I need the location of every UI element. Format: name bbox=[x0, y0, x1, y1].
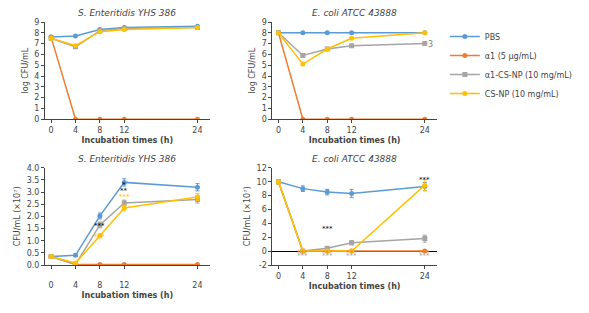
svg-text:1.5: 1.5 bbox=[27, 224, 40, 233]
svg-text:6: 6 bbox=[262, 50, 267, 59]
svg-text:0: 0 bbox=[262, 247, 267, 256]
svg-text:S. Enteritidis YHS 386: S. Enteritidis YHS 386 bbox=[78, 8, 176, 18]
svg-text:E. coli ATCC 43888: E. coli ATCC 43888 bbox=[312, 154, 397, 164]
svg-text:*: * bbox=[122, 181, 126, 189]
svg-text:E. coli ATCC 43888: E. coli ATCC 43888 bbox=[312, 8, 397, 18]
svg-text:-2: -2 bbox=[259, 261, 267, 270]
svg-text:2: 2 bbox=[34, 93, 39, 102]
svg-text:3: 3 bbox=[428, 40, 433, 49]
svg-text:3.5: 3.5 bbox=[27, 176, 40, 185]
svg-text:CFU/mL (×10⁷): CFU/mL (×10⁷) bbox=[243, 186, 252, 246]
svg-text:***: *** bbox=[322, 225, 333, 233]
svg-text:***: *** bbox=[419, 252, 430, 260]
svg-text:24: 24 bbox=[420, 272, 430, 281]
svg-text:8: 8 bbox=[97, 126, 102, 135]
svg-text:8: 8 bbox=[262, 29, 267, 38]
svg-text:***: *** bbox=[322, 252, 333, 260]
svg-text:2: 2 bbox=[262, 233, 267, 242]
svg-text:log CFU/mL: log CFU/mL bbox=[21, 47, 30, 93]
svg-text:6: 6 bbox=[262, 205, 267, 214]
svg-text:α1 (5 μg/mL): α1 (5 μg/mL) bbox=[485, 52, 537, 61]
svg-text:4: 4 bbox=[262, 219, 267, 228]
svg-text:7: 7 bbox=[262, 39, 267, 48]
svg-text:8: 8 bbox=[325, 272, 330, 281]
svg-text:4: 4 bbox=[300, 272, 305, 281]
svg-text:8: 8 bbox=[34, 29, 39, 38]
svg-text:5: 5 bbox=[34, 61, 39, 70]
svg-text:4.0: 4.0 bbox=[27, 164, 40, 173]
svg-text:3.0: 3.0 bbox=[27, 188, 40, 197]
svg-text:2: 2 bbox=[262, 93, 267, 102]
svg-text:9: 9 bbox=[262, 18, 267, 27]
svg-text:4: 4 bbox=[300, 126, 305, 135]
svg-text:1.0: 1.0 bbox=[27, 237, 40, 246]
svg-text:4: 4 bbox=[262, 72, 267, 81]
svg-text:1: 1 bbox=[262, 104, 267, 113]
svg-text:0.0: 0.0 bbox=[27, 261, 40, 270]
svg-text:4: 4 bbox=[73, 281, 78, 290]
svg-text:24: 24 bbox=[192, 126, 202, 135]
svg-text:12: 12 bbox=[347, 126, 357, 135]
svg-text:6: 6 bbox=[34, 50, 39, 59]
svg-text:***: *** bbox=[94, 233, 105, 241]
svg-text:α1-CS-NP (10 mg/mL): α1-CS-NP (10 mg/mL) bbox=[485, 71, 572, 80]
svg-text:Incubation times (h): Incubation times (h) bbox=[81, 136, 173, 145]
svg-text:12: 12 bbox=[347, 272, 357, 281]
svg-text:Incubation times (h): Incubation times (h) bbox=[309, 136, 401, 145]
svg-text:***: *** bbox=[322, 249, 333, 257]
svg-text:4: 4 bbox=[73, 126, 78, 135]
svg-text:8: 8 bbox=[97, 281, 102, 290]
svg-text:12: 12 bbox=[119, 281, 129, 290]
svg-text:0: 0 bbox=[262, 115, 267, 124]
svg-text:CS-NP (10 mg/mL): CS-NP (10 mg/mL) bbox=[485, 90, 559, 99]
svg-text:0: 0 bbox=[49, 281, 54, 290]
svg-text:0: 0 bbox=[276, 272, 281, 281]
svg-text:5: 5 bbox=[262, 61, 267, 70]
svg-text:24: 24 bbox=[420, 126, 430, 135]
svg-text:**: ** bbox=[120, 187, 128, 195]
svg-text:10: 10 bbox=[257, 177, 267, 186]
svg-text:***: *** bbox=[346, 249, 357, 257]
svg-text:3: 3 bbox=[262, 83, 267, 92]
svg-text:CFU/mL (×10⁷): CFU/mL (×10⁷) bbox=[13, 186, 22, 246]
svg-text:***: *** bbox=[346, 252, 357, 260]
svg-text:7: 7 bbox=[34, 39, 39, 48]
svg-text:12: 12 bbox=[119, 126, 129, 135]
svg-text:log CFU/mL: log CFU/mL bbox=[248, 47, 257, 93]
svg-text:***: *** bbox=[94, 222, 105, 230]
svg-text:***: *** bbox=[297, 252, 308, 260]
svg-text:***: *** bbox=[297, 249, 308, 257]
svg-text:Incubation times (h): Incubation times (h) bbox=[309, 282, 401, 291]
svg-text:9: 9 bbox=[34, 18, 39, 27]
svg-text:2.0: 2.0 bbox=[27, 212, 40, 221]
svg-text:Incubation times (h): Incubation times (h) bbox=[81, 291, 173, 300]
svg-text:4: 4 bbox=[34, 72, 39, 81]
svg-text:S. Enteritidis YHS 386: S. Enteritidis YHS 386 bbox=[78, 154, 176, 164]
svg-text:***: *** bbox=[419, 176, 430, 184]
svg-text:24: 24 bbox=[192, 281, 202, 290]
svg-text:***: *** bbox=[119, 193, 130, 201]
svg-text:3: 3 bbox=[34, 83, 39, 92]
svg-text:2.5: 2.5 bbox=[27, 200, 40, 209]
svg-text:***: *** bbox=[419, 249, 430, 257]
svg-text:1: 1 bbox=[34, 104, 39, 113]
svg-text:PBS: PBS bbox=[485, 33, 500, 42]
svg-text:0: 0 bbox=[49, 126, 54, 135]
svg-text:8: 8 bbox=[262, 191, 267, 200]
svg-text:0: 0 bbox=[276, 126, 281, 135]
svg-text:0.5: 0.5 bbox=[27, 249, 40, 258]
svg-text:8: 8 bbox=[325, 126, 330, 135]
svg-text:0: 0 bbox=[34, 115, 39, 124]
svg-text:12: 12 bbox=[257, 164, 267, 173]
